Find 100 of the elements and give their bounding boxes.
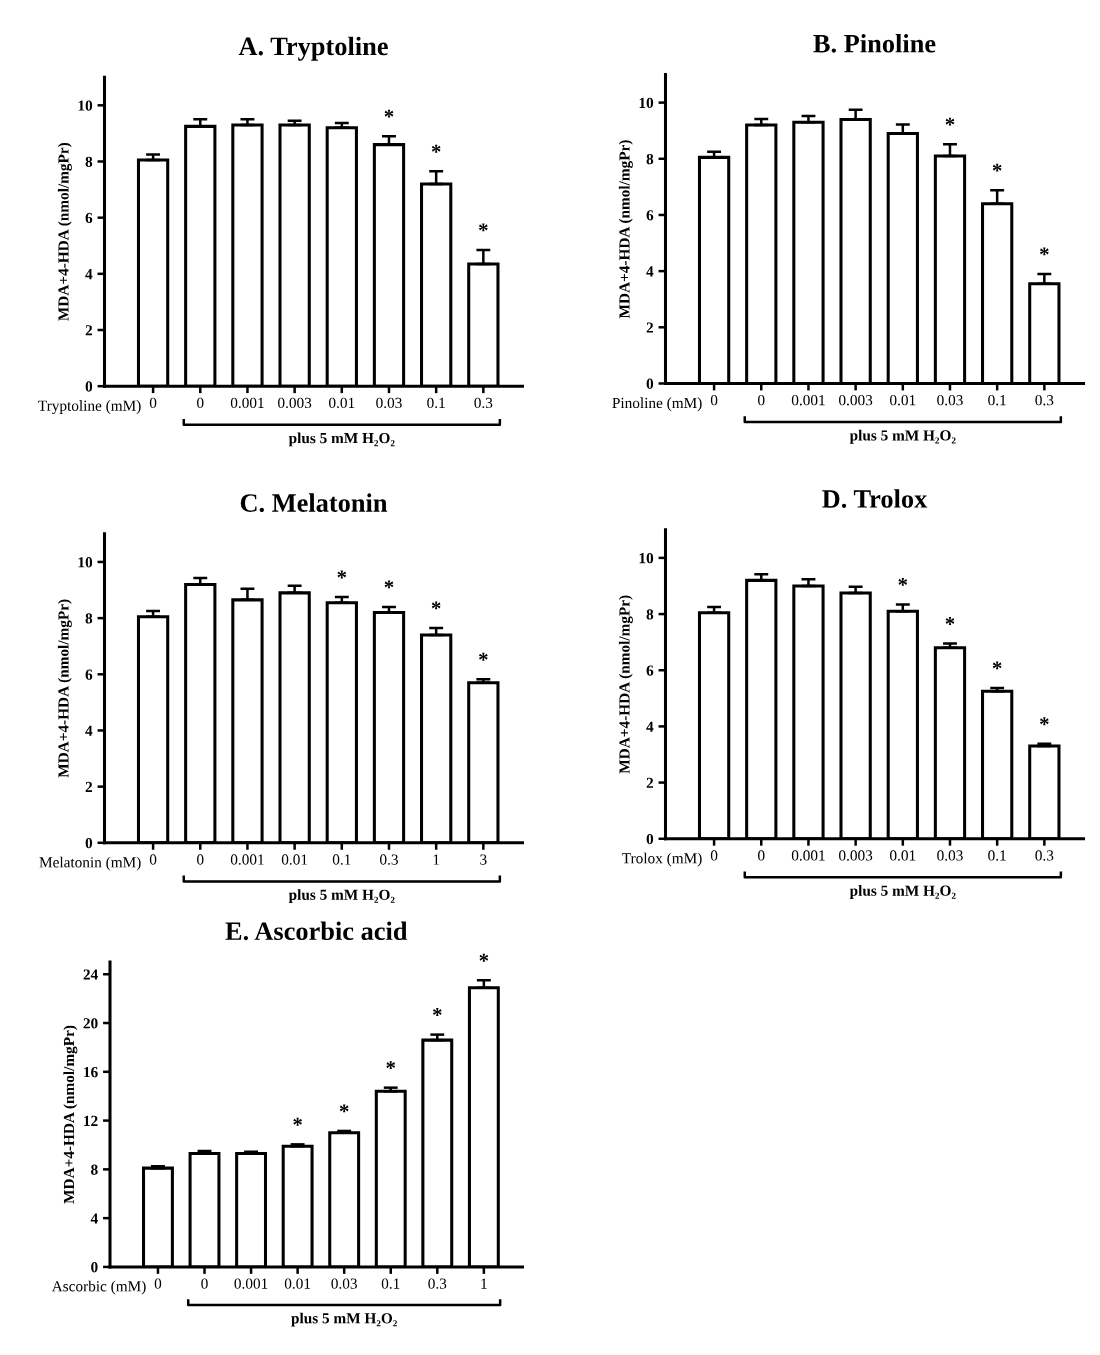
text: Trolox (mM) [622, 852, 702, 867]
x-tick-label: 0 [758, 395, 765, 406]
data-label: * [479, 223, 488, 232]
y-tick-label: 2 [85, 781, 93, 792]
data-label: * [945, 117, 955, 126]
y-tick-label: 4 [646, 721, 654, 732]
x-tick-label: 0.1 [988, 395, 1006, 406]
x-tick-label: 0 [758, 850, 765, 861]
x-tick-label: 1 [433, 854, 440, 865]
x-tick-label: 0.01 [890, 395, 916, 406]
x-tick-label: 0.001 [791, 850, 825, 861]
data-label: * [432, 1008, 442, 1016]
x-tick-label: 0.01 [281, 854, 308, 865]
x-tick-label: 0.001 [230, 397, 264, 409]
y-tick-label: 8 [646, 153, 654, 165]
y-axis-title: MDA+4-HDA (nmol/mgPr) [618, 140, 633, 319]
y-tick-label: 0 [646, 378, 654, 389]
x-tick-label: 0 [149, 854, 157, 865]
x-tick-label: 1 [481, 1278, 487, 1289]
text: Tryptoline (mM) [38, 400, 141, 414]
x-tick-label: 0.3 [1035, 850, 1054, 861]
y-tick-label: 4 [85, 269, 93, 280]
y-axis-title: MDA+4-HDA (nmol/mgPr) [57, 142, 72, 321]
y-tick-label: 8 [91, 1164, 98, 1175]
data-label: * [431, 601, 441, 610]
x-tick-label: 0.001 [230, 854, 264, 865]
x-tick-label: 0 [710, 850, 718, 861]
x-tick-label: 0.001 [234, 1278, 268, 1289]
y-tick-label: 6 [646, 210, 654, 221]
y-tick-label: 6 [85, 212, 93, 224]
chart-title: D. Trolox [822, 489, 928, 508]
y-tick-label: 4 [646, 266, 654, 277]
y-tick-label: 8 [646, 609, 654, 620]
x-tick-label: 0 [149, 397, 157, 409]
x-tick-label: 0.3 [474, 397, 493, 409]
x-tick-label: 0.1 [381, 1278, 400, 1289]
x-tick-label: 0 [154, 1278, 162, 1289]
data-label: * [479, 652, 488, 661]
x-tick-label: 0.03 [376, 397, 402, 409]
y-tick-label: 12 [84, 1115, 98, 1126]
data-label: * [337, 570, 347, 579]
data-label: * [898, 578, 908, 586]
y-tick-label: 2 [646, 322, 654, 333]
x-axis-title: plus 5 mM H₂O₂ [291, 1312, 397, 1327]
x-tick-label: 0.01 [329, 397, 355, 409]
y-axis-title: MDA+4-HDA (nmol/mgPr) [618, 595, 633, 774]
y-tick-label: 0 [85, 837, 93, 849]
data-label: * [384, 580, 394, 589]
y-tick-label: 2 [85, 325, 93, 336]
data-label: * [339, 1104, 349, 1113]
x-tick-label: 0.003 [278, 397, 312, 409]
y-tick-label: 10 [78, 557, 93, 568]
y-tick-label: 10 [639, 553, 654, 564]
y-tick-label: 16 [84, 1066, 98, 1078]
x-tick-label: 0.03 [331, 1278, 357, 1289]
x-axis-title: plus 5 mM H₂O₂ [849, 885, 956, 899]
x-axis-title: plus 5 mM H₂O₂ [288, 889, 395, 904]
y-tick-label: 8 [85, 156, 93, 167]
y-tick-label: 0 [91, 1262, 98, 1273]
x-tick-label: 0.3 [380, 854, 398, 865]
data-label: * [992, 163, 1002, 172]
data-label: * [945, 617, 955, 625]
data-label: * [992, 661, 1002, 670]
data-label: * [1040, 247, 1049, 256]
x-tick-label: 0.3 [1035, 395, 1054, 406]
y-tick-label: 24 [83, 969, 98, 980]
y-tick-label: 8 [85, 613, 93, 624]
data-label: * [293, 1117, 302, 1126]
y-tick-label: 10 [639, 97, 654, 109]
chart-title: C. Melatonin [240, 493, 388, 513]
x-tick-label: 0.003 [839, 395, 873, 406]
data-label: * [479, 953, 489, 962]
x-tick-label: 0.03 [937, 850, 963, 861]
chart-title: B. Pinoline [813, 33, 936, 53]
data-label: * [1040, 717, 1049, 726]
y-tick-label: 6 [646, 665, 654, 676]
text: Pinoline (mM) [612, 397, 702, 412]
x-tick-label: 0.1 [988, 850, 1006, 861]
x-tick-label: 0.01 [284, 1278, 311, 1289]
y-tick-label: 10 [78, 100, 93, 111]
y-tick-label: 4 [90, 1213, 98, 1224]
y-tick-label: 20 [83, 1018, 98, 1029]
x-tick-label: 0.001 [791, 395, 825, 406]
y-tick-label: 2 [646, 777, 654, 788]
x-tick-label: 0.3 [428, 1278, 447, 1289]
y-tick-label: 4 [85, 725, 93, 736]
data-label: * [386, 1061, 396, 1069]
x-axis-title: plus 5 mM H₂O₂ [288, 432, 395, 447]
x-tick-label: 0.1 [427, 397, 445, 409]
x-tick-label: 0.003 [839, 850, 873, 861]
y-tick-label: 0 [85, 381, 93, 392]
text: Melatonin (mM) [39, 856, 141, 871]
chart-title: E. Ascorbic acid [225, 921, 408, 941]
x-tick-label: 3 [480, 854, 487, 865]
x-tick-label: 0.1 [332, 854, 351, 865]
data-label: * [431, 144, 441, 153]
x-axis-title: plus 5 mM H₂O₂ [849, 429, 956, 444]
x-tick-label: 0 [710, 395, 718, 406]
text: Ascorbic (mM) [51, 1280, 146, 1295]
x-tick-label: 0.01 [890, 850, 916, 861]
